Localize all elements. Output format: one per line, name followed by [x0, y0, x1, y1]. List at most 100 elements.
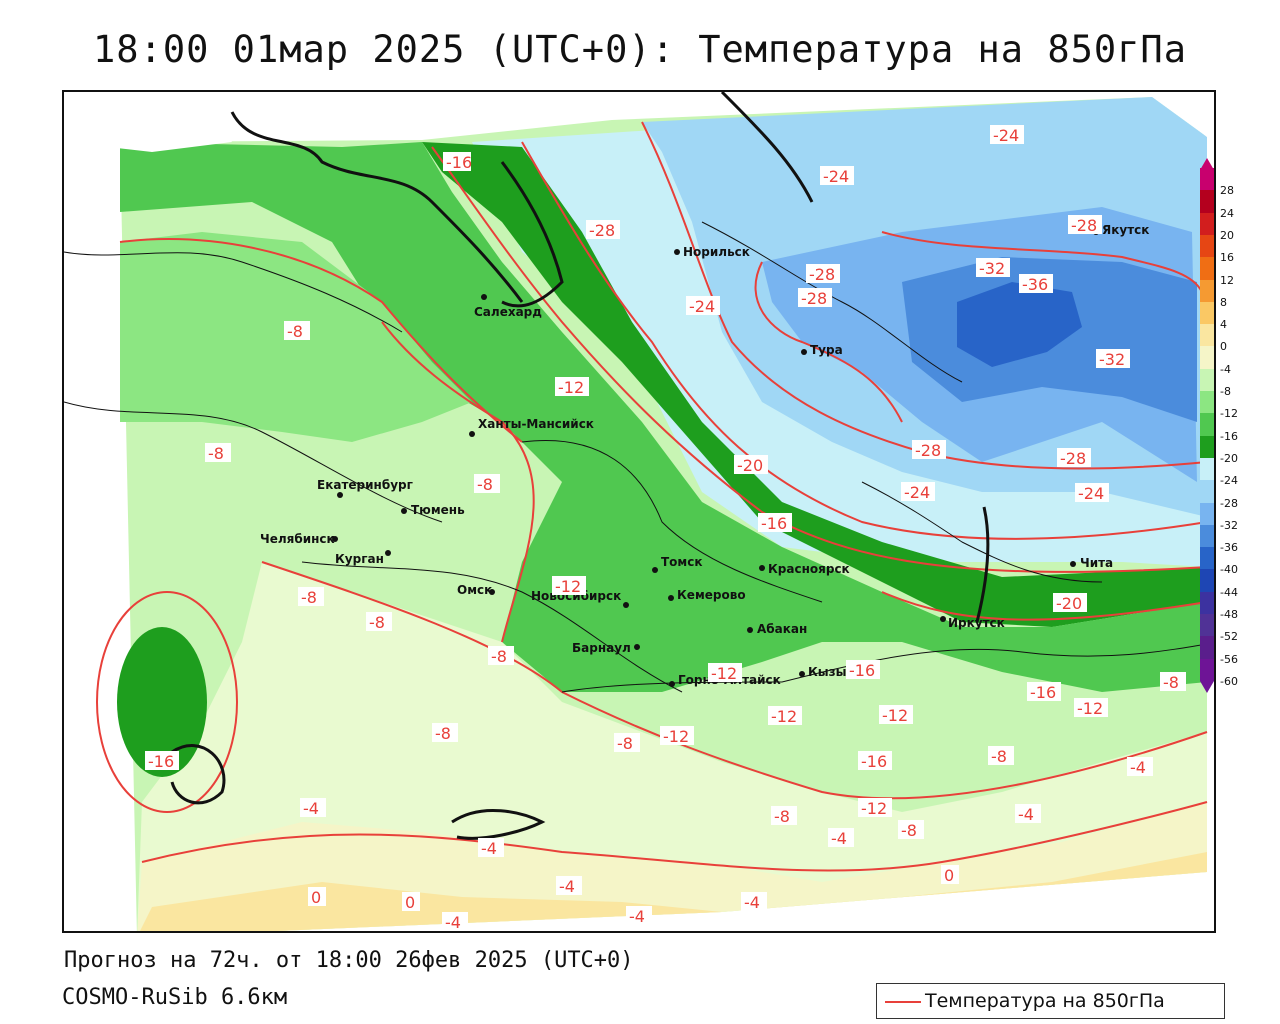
svg-text:-8: -8	[287, 322, 303, 341]
city-krasnoyarsk: Красноярск	[768, 562, 850, 576]
colorbar-segment	[1200, 234, 1214, 258]
svg-text:-8: -8	[435, 724, 451, 743]
legend-label: Температура на 850гПа	[925, 990, 1165, 1012]
iso-label: -24	[686, 296, 720, 316]
svg-text:-8: -8	[208, 444, 224, 463]
iso-label: -28	[912, 440, 946, 460]
cold-pool-sw	[117, 627, 207, 777]
svg-text:-20: -20	[737, 456, 763, 475]
svg-text:-20: -20	[1056, 594, 1082, 613]
iso-label: -16	[758, 513, 792, 533]
iso-label: -8	[898, 820, 924, 840]
iso-label: -28	[798, 288, 832, 308]
colorbar-tick-label: 8	[1220, 295, 1227, 309]
colorbar-segment	[1200, 457, 1214, 481]
iso-label: -28	[806, 264, 840, 284]
iso-label: -28	[586, 220, 620, 240]
svg-text:-32: -32	[1099, 350, 1125, 369]
colorbar-segment	[1200, 502, 1214, 526]
iso-label: -28	[1057, 448, 1091, 468]
svg-text:-24: -24	[823, 167, 849, 186]
iso-label: -4	[442, 912, 468, 931]
svg-text:-28: -28	[1071, 216, 1097, 235]
iso-label: -4	[626, 906, 652, 926]
zone-minus-16-20	[422, 142, 1207, 627]
colorbar-segment	[1200, 368, 1214, 392]
city-kemerovo: Кемерово	[677, 588, 746, 602]
svg-text:-12: -12	[861, 799, 887, 818]
colorbar-tick-label: -16	[1220, 429, 1238, 443]
colorbar-tick-label: -24	[1220, 474, 1238, 488]
colorbar-segment	[1200, 190, 1214, 214]
coastline	[170, 92, 990, 840]
svg-text:-24: -24	[689, 297, 715, 316]
svg-text:-8: -8	[1163, 673, 1179, 692]
svg-text:-28: -28	[809, 265, 835, 284]
iso-label: -24	[901, 482, 935, 502]
iso-label: -20	[734, 455, 768, 475]
cold-pool-sw-ring	[96, 591, 238, 813]
iso-label: -28	[1068, 215, 1102, 235]
iso-label: -8	[988, 746, 1014, 766]
colorbar-bottom-arrow	[1200, 680, 1214, 693]
colorbar-tick-label: -56	[1220, 652, 1238, 666]
svg-text:-8: -8	[901, 821, 917, 840]
colorbar-segment	[1200, 614, 1214, 637]
iso-label: -24	[1075, 483, 1109, 503]
svg-text:-8: -8	[369, 613, 385, 632]
svg-text:-12: -12	[711, 664, 737, 683]
colorbar-segment	[1200, 413, 1214, 437]
zone-0-plus-4	[140, 852, 1207, 931]
iso-label: -8	[432, 723, 458, 743]
iso-label: -8	[205, 443, 231, 463]
colorbar-segment	[1200, 591, 1214, 615]
colorbar-tick-label: 0	[1220, 340, 1227, 354]
svg-text:-8: -8	[477, 475, 493, 494]
svg-text:-4: -4	[831, 829, 847, 848]
iso-label: -4	[478, 838, 504, 858]
svg-text:-8: -8	[774, 807, 790, 826]
svg-text:-4: -4	[559, 877, 575, 896]
svg-text:-28: -28	[801, 289, 827, 308]
svg-text:-24: -24	[1078, 484, 1104, 503]
svg-text:0: 0	[944, 866, 954, 885]
city-omsk: Омск	[457, 583, 492, 597]
iso-label: -24	[990, 125, 1024, 145]
svg-text:-12: -12	[558, 378, 584, 397]
city-chelyabinsk: Челябинск	[260, 532, 335, 546]
svg-text:-12: -12	[882, 706, 908, 725]
iso-label: -16	[145, 751, 179, 771]
city-tyumen: Тюмень	[411, 503, 465, 517]
colorbar-tick-label: -12	[1220, 407, 1238, 421]
colorbar-segment	[1200, 279, 1214, 303]
arctic-white-2	[1152, 92, 1214, 147]
colorbar-segment	[1200, 391, 1214, 414]
iso-label: -12	[1074, 698, 1108, 718]
borders	[64, 221, 1214, 693]
svg-text:-12: -12	[1077, 699, 1103, 718]
iso-label: -8	[1160, 672, 1186, 692]
colorbar-top-arrow	[1200, 158, 1214, 170]
iso-label: -8	[298, 587, 324, 607]
iso-label: -4	[300, 798, 326, 818]
colorbar-tick-label: -48	[1220, 608, 1238, 621]
colorbar-tick-label: -40	[1220, 563, 1238, 577]
colorbar-segment	[1200, 212, 1214, 236]
city-abakan: Абакан	[757, 622, 807, 636]
colorbar-tick-label: 20	[1220, 228, 1234, 242]
city-yakutsk: Якутск	[1102, 223, 1149, 237]
svg-text:-16: -16	[1030, 683, 1056, 702]
svg-text:0: 0	[311, 888, 321, 907]
iso-label: -12	[552, 576, 586, 596]
iso-label: -36	[1019, 274, 1053, 294]
zone-minus-36	[957, 282, 1082, 367]
iso-label: -16	[1027, 682, 1061, 702]
svg-text:-8: -8	[991, 747, 1007, 766]
map-title: 18:00 01мар 2025 (UTC+0): Температура на…	[93, 28, 1187, 71]
iso-label: 0	[308, 887, 326, 907]
iso-label: -32	[976, 258, 1010, 278]
isotherm-lines	[119, 121, 1208, 872]
svg-text:-32: -32	[979, 259, 1005, 278]
iso-label: -8	[284, 321, 310, 341]
city-khanty-mansiysk: Ханты-Мансийск	[478, 417, 594, 431]
